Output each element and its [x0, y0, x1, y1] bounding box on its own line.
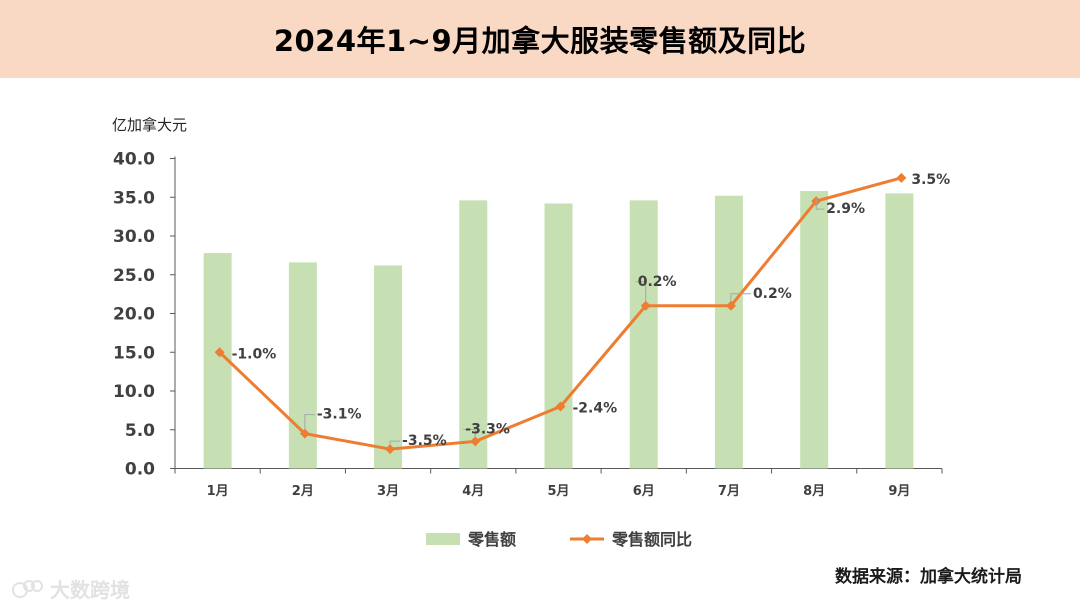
y-tick-label: 10.0	[113, 382, 155, 402]
legend-label-line: 零售额同比	[611, 530, 692, 549]
x-tick-label: 4月	[462, 484, 484, 499]
data-label: -2.4%	[573, 401, 618, 417]
bar	[714, 195, 743, 469]
data-label-leader	[635, 281, 647, 302]
data-label-leader	[304, 414, 315, 430]
y-tick-label: 30.0	[113, 227, 155, 247]
watermark-text: 大数跨境	[50, 578, 130, 602]
bar	[374, 265, 403, 469]
data-label: -3.5%	[402, 433, 447, 449]
line-point	[214, 347, 225, 358]
data-label: 0.2%	[753, 286, 792, 302]
y-tick-label: 0.0	[125, 460, 155, 480]
bar	[629, 200, 658, 469]
title-bar: 2024年1~9月加拿大服装零售额及同比	[0, 0, 1080, 78]
data-label-leader	[815, 197, 825, 210]
bar	[885, 193, 914, 469]
x-tick-label: 1月	[207, 484, 229, 499]
x-tick-label: 7月	[718, 484, 740, 499]
line-point	[896, 172, 907, 183]
bar	[459, 200, 488, 469]
line-point	[385, 444, 396, 455]
data-label: 0.2%	[638, 274, 677, 290]
data-label-leader	[389, 440, 401, 446]
y-axis-label: 亿加拿大元	[112, 116, 187, 134]
watermark: 大数跨境	[12, 574, 130, 603]
x-tick-label: 3月	[377, 484, 399, 499]
y-tick-label: 35.0	[113, 188, 155, 208]
line-point	[555, 401, 566, 412]
data-label: 3.5%	[911, 172, 950, 188]
bar	[544, 203, 573, 469]
x-tick-label: 5月	[547, 484, 569, 499]
data-source: 数据来源：加拿大统计局	[835, 567, 1022, 587]
line-point	[299, 428, 310, 439]
line-point	[640, 300, 651, 311]
legend-marker	[582, 534, 592, 544]
line-point	[470, 436, 481, 447]
data-label: -3.3%	[465, 421, 510, 437]
y-tick-label: 40.0	[113, 150, 155, 170]
watermark-logo-icon	[12, 578, 46, 600]
y-tick-label: 20.0	[113, 305, 155, 325]
x-tick-label: 9月	[888, 484, 910, 499]
bar	[800, 191, 829, 469]
page-title: 2024年1~9月加拿大服装零售额及同比	[273, 24, 807, 58]
data-label: -1.0%	[232, 346, 277, 362]
bar	[288, 262, 317, 469]
legend-label-bar: 零售额	[467, 530, 516, 549]
y-tick-label: 5.0	[125, 421, 155, 441]
data-label-leader	[463, 428, 476, 438]
data-label: -3.1%	[317, 407, 362, 423]
x-tick-label: 8月	[803, 484, 825, 499]
y-tick-label: 25.0	[113, 266, 155, 286]
line-point	[725, 300, 736, 311]
y-tick-label: 15.0	[113, 343, 155, 363]
x-tick-label: 6月	[633, 484, 655, 499]
legend-swatch-bar	[426, 533, 460, 545]
x-tick-label: 2月	[292, 484, 314, 499]
data-label: 2.9%	[826, 201, 865, 217]
data-label-leader	[730, 293, 751, 302]
